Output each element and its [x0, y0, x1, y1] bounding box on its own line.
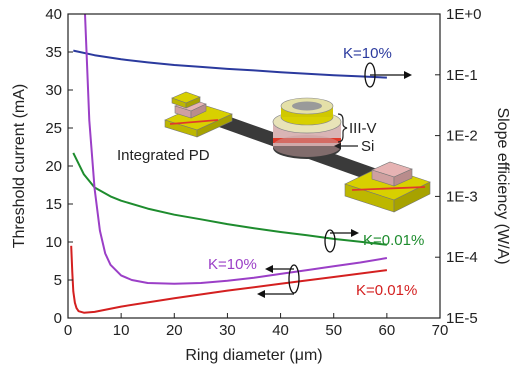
x-tick-label-1: 10 [113, 322, 130, 339]
label-blue-k10: K=10% [343, 45, 392, 62]
label-integrated-pd: Integrated PD [117, 147, 210, 164]
y-left-tick-label-5: 25 [45, 120, 62, 137]
marker-green-right [324, 229, 359, 253]
ring-laser [272, 97, 342, 159]
photodetector-left [164, 91, 233, 138]
series-line-2 [84, 13, 388, 285]
y-left-tick-label-3: 15 [45, 196, 62, 213]
marker-blue-right [364, 62, 412, 88]
y-left-tick-label-6: 30 [45, 82, 62, 99]
y-left-tick-label-7: 35 [45, 44, 62, 61]
x-tick-label-2: 20 [166, 322, 183, 339]
x-tick-label-7: 70 [432, 322, 449, 339]
label-green-k001: K=0.01% [363, 232, 424, 249]
y-left-tick-label-0: 0 [54, 310, 62, 327]
x-tick-label-0: 0 [64, 322, 72, 339]
y-right-tick-label-4: 1E-4 [446, 249, 478, 266]
x-tick-label-5: 50 [325, 322, 342, 339]
plot-area [68, 14, 440, 318]
device-inset [164, 91, 431, 213]
curves [70, 13, 388, 314]
x-tick-label-3: 30 [219, 322, 236, 339]
x-tick-label-6: 60 [379, 322, 396, 339]
y-left-tick-label-2: 10 [45, 234, 62, 251]
series-line-3 [70, 245, 388, 314]
iii-v-brace [337, 113, 348, 143]
axes: 0 10 20 30 40 50 60 70 0 5 10 15 20 25 30 35 40 1E+0 1E-1 1… [45, 6, 481, 339]
marker-purple-left [265, 264, 300, 294]
photodetector-right [344, 161, 431, 213]
y-right-tick-label-1: 1E-1 [446, 67, 478, 84]
y-left-tick-label-1: 5 [54, 272, 62, 289]
x-tick-label-4: 40 [272, 322, 289, 339]
y-left-tick-label-4: 20 [45, 158, 62, 175]
si-arrow-head [334, 142, 341, 150]
label-si: Si [361, 138, 374, 155]
series-line-0 [73, 49, 387, 79]
y-right-tick-label-5: 1E-5 [446, 310, 478, 327]
y-right-tick-label-2: 1E-2 [446, 128, 478, 145]
y-axis-left-title: Threshold current (mA) [11, 84, 28, 249]
y-right-tick-label-3: 1E-3 [446, 188, 478, 205]
x-axis-title: Ring diameter (μm) [185, 347, 322, 364]
y-right-tick-label-0: 1E+0 [446, 6, 481, 23]
marker-red-left [257, 290, 294, 298]
y-axis-right-title: Slope efficiency (W/A) [494, 107, 511, 264]
label-red-k001: K=0.01% [356, 282, 417, 299]
y-left-tick-label-8: 40 [45, 6, 62, 23]
label-purple-k10: K=10% [208, 256, 257, 273]
label-iii-v: III-V [349, 120, 377, 137]
